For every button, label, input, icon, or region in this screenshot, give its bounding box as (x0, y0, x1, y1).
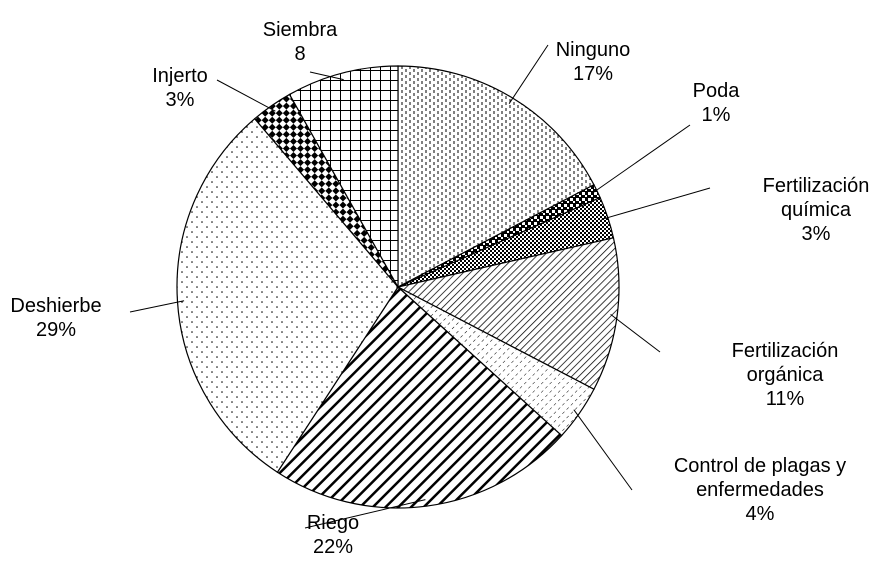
value-label: 11% (765, 388, 805, 410)
leader-line (610, 314, 661, 353)
category-label: Siembra (262, 19, 338, 41)
slice-label: Fertilización orgánica 11% (705, 339, 865, 411)
value-label: 8 (294, 43, 306, 65)
category-label: Fertilización orgánica (731, 340, 839, 386)
slice-label: Control de plagas y enfermedades 4% (645, 454, 875, 526)
value-label: 3% (165, 89, 195, 111)
pie-slice (396, 237, 620, 391)
leader-line (129, 300, 185, 313)
value-label: 1% (701, 104, 731, 126)
value-label: 22% (312, 536, 354, 558)
category-label: Injerto (152, 65, 208, 87)
category-label: Control de plagas y enfermedades (673, 455, 847, 501)
slice-label: Poda 1% (616, 79, 816, 127)
leader-line (508, 44, 549, 104)
pie-slice (276, 286, 563, 509)
pie-slice (176, 117, 399, 474)
leader-line (216, 79, 276, 112)
leader-line (590, 124, 691, 195)
category-label: Fertilización química (762, 175, 870, 221)
value-label: 29% (35, 319, 77, 341)
category-label: Deshierbe (10, 295, 102, 317)
value-label: 4% (745, 503, 775, 525)
leader-line (304, 499, 426, 529)
leader-line (309, 71, 344, 81)
leader-line (601, 187, 711, 220)
slice-label: Riego 22% (233, 511, 433, 559)
category-label: Poda (692, 80, 740, 102)
value-label: 3% (801, 223, 831, 245)
slice-label: Fertilización química 3% (741, 174, 891, 246)
slice-label: Injerto 3% (80, 64, 280, 112)
slice-label: Siembra 8 (200, 18, 400, 66)
slice-label: Ninguno 17% (493, 38, 693, 86)
leader-line (573, 409, 633, 491)
value-label: 17% (572, 63, 614, 85)
pie-slice (288, 65, 399, 290)
category-label: Riego (306, 512, 360, 534)
slice-label: Deshierbe 29% (0, 294, 156, 342)
category-label: Ninguno (555, 39, 631, 61)
